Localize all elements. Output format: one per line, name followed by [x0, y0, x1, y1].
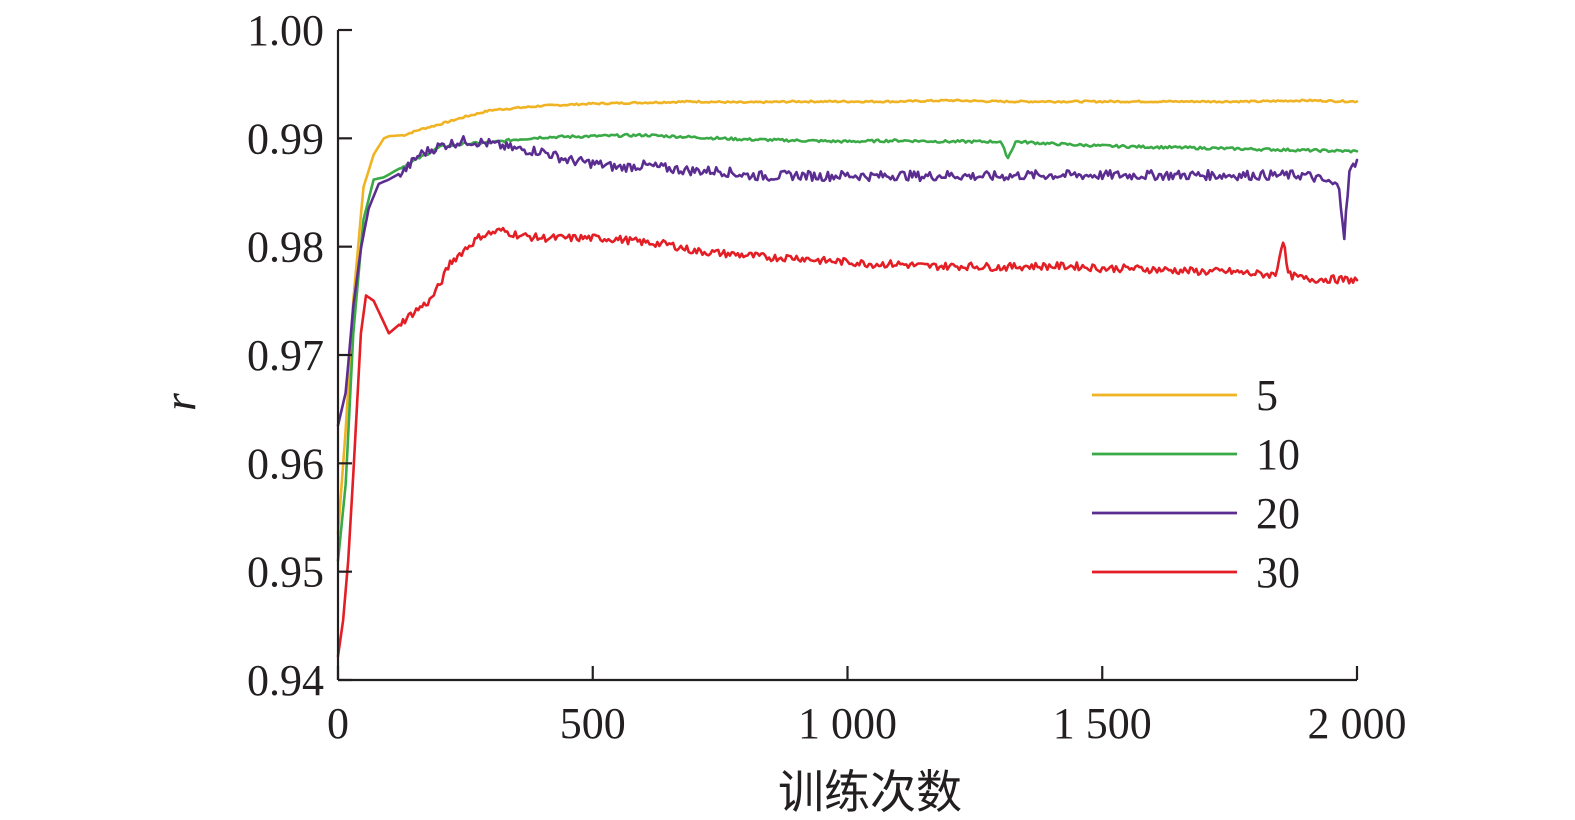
x-tick-label: 500: [560, 699, 626, 748]
x-tick-label: 0: [327, 699, 349, 748]
x-tick-label: 1 500: [1053, 699, 1152, 748]
y-tick-label: 0.97: [247, 331, 324, 380]
series-line-20: [336, 135, 1359, 427]
legend-label-10: 10: [1256, 430, 1300, 479]
axes-layer: 0.94 0.95 0.96 0.97 0.98 0.99 1.00 0 500 1 000 1 5…: [247, 6, 1407, 748]
x-axis-label: 训练次数: [778, 767, 962, 818]
y-axis-label: r: [154, 392, 205, 411]
legend-label-20: 20: [1256, 489, 1300, 538]
y-tick-label: 0.95: [247, 548, 324, 597]
y-tick-label: 1.00: [247, 6, 324, 55]
x-tick-label: 1 000: [798, 699, 897, 748]
series-layer: [336, 98, 1359, 658]
legend: 5 10 20 30: [1092, 371, 1300, 597]
y-tick-label: 0.98: [247, 223, 324, 272]
y-tick-label: 0.99: [247, 114, 324, 163]
legend-label-5: 5: [1256, 371, 1278, 420]
series-line-5: [336, 98, 1359, 535]
y-tick-label: 0.94: [247, 656, 324, 705]
series-line-30: [336, 226, 1359, 658]
y-tick-label: 0.96: [247, 439, 324, 488]
legend-label-30: 30: [1256, 548, 1300, 597]
x-tick-label: 2 000: [1308, 699, 1407, 748]
series-line-10: [336, 132, 1359, 563]
